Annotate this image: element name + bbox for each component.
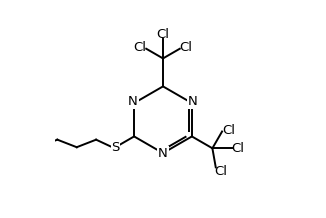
Text: N: N: [128, 95, 138, 108]
Text: N: N: [188, 95, 198, 108]
Text: S: S: [111, 141, 120, 154]
Text: Cl: Cl: [156, 28, 170, 41]
Text: Cl: Cl: [222, 124, 235, 137]
Text: N: N: [158, 147, 168, 160]
Text: Cl: Cl: [232, 142, 245, 155]
Text: Cl: Cl: [134, 41, 147, 53]
Text: Cl: Cl: [179, 41, 192, 53]
Text: Cl: Cl: [215, 165, 228, 178]
